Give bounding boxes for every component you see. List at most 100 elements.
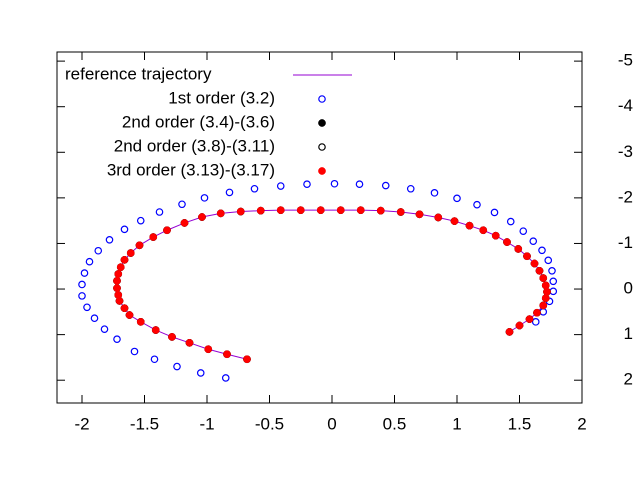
point: [549, 277, 558, 286]
point: [155, 208, 164, 216]
point: [544, 256, 553, 265]
legend-marker: [318, 143, 326, 151]
point: [543, 287, 551, 296]
point: [381, 181, 390, 190]
y-tick-label: -3: [618, 142, 633, 161]
x-tick-label: 0: [327, 414, 336, 433]
plot-border: [56, 51, 583, 404]
point: [336, 206, 345, 215]
point: [225, 188, 234, 197]
point: [135, 241, 144, 250]
point: [453, 194, 461, 203]
x-tick-label: 0.5: [383, 414, 407, 433]
point: [519, 227, 528, 235]
point: [276, 206, 285, 215]
point: [136, 216, 145, 225]
point: [120, 256, 129, 264]
x-tick-label: -1: [199, 414, 214, 433]
x-tick-label: 1: [452, 414, 461, 433]
point: [149, 233, 158, 241]
point: [136, 318, 145, 326]
point: [514, 245, 523, 253]
point: [204, 345, 213, 354]
point: [530, 259, 539, 268]
point: [80, 269, 89, 277]
x-tick-label: 1.5: [508, 414, 532, 433]
legend-marker: [318, 95, 326, 103]
legend-marker: [318, 167, 326, 175]
y-tick-label: 1: [624, 324, 633, 343]
point: [256, 206, 265, 215]
point: [120, 304, 129, 313]
point: [434, 213, 443, 222]
point: [126, 249, 135, 257]
legend-label: 3rd order (3.13)-(3.17): [107, 160, 275, 179]
point: [491, 231, 500, 240]
point: [113, 276, 121, 285]
point: [330, 179, 339, 188]
point: [196, 369, 205, 377]
point: [85, 257, 94, 266]
point: [78, 280, 86, 289]
point: [250, 184, 259, 193]
point: [114, 291, 123, 299]
point: [415, 210, 424, 219]
y-tick-label: -1: [618, 233, 633, 252]
legend-label: 2nd order (3.8)-(3.11): [114, 136, 275, 155]
point: [90, 314, 99, 323]
point: [490, 208, 499, 217]
legend-label: 1st order (3.2): [168, 88, 275, 107]
x-tick-label: -2: [74, 414, 89, 433]
x-tick-label: -1.5: [130, 414, 159, 433]
x-tick-label: 2: [577, 414, 586, 433]
point: [505, 328, 514, 336]
point: [120, 225, 129, 234]
point: [105, 236, 114, 244]
point: [78, 292, 86, 300]
trajectory-line: [116, 209, 548, 360]
point: [465, 221, 474, 230]
point: [200, 194, 209, 202]
point: [113, 284, 121, 292]
x-tick-label: -0.5: [255, 414, 284, 433]
y-tick-label: -5: [618, 51, 633, 70]
point: [100, 325, 109, 333]
point: [163, 226, 171, 235]
point: [515, 321, 524, 330]
point: [450, 217, 459, 225]
point: [506, 217, 515, 226]
point: [479, 226, 488, 235]
legend-label: 2nd order (3.4)-(3.6): [122, 112, 275, 131]
point: [539, 301, 548, 310]
point: [523, 252, 531, 261]
y-tick-label: -4: [618, 96, 633, 115]
point: [125, 311, 134, 319]
point: [94, 246, 103, 255]
point: [531, 318, 540, 326]
point: [473, 200, 481, 209]
point: [223, 350, 231, 359]
point: [198, 213, 206, 221]
point: [116, 263, 125, 272]
point: [535, 266, 544, 275]
point: [548, 267, 556, 275]
point: [376, 206, 385, 215]
point: [221, 374, 230, 382]
legend-label: reference trajectory: [65, 64, 212, 83]
point: [236, 207, 245, 216]
point: [356, 206, 365, 215]
point: [303, 180, 311, 188]
point: [151, 326, 160, 334]
point: [316, 206, 325, 215]
point: [130, 347, 139, 356]
point: [541, 294, 550, 303]
point: [406, 184, 415, 193]
point: [178, 200, 186, 209]
point: [83, 303, 91, 312]
point: [113, 335, 121, 343]
point: [503, 238, 511, 246]
point: [355, 180, 364, 188]
point: [243, 355, 251, 364]
y-tick-label: 2: [624, 370, 633, 389]
